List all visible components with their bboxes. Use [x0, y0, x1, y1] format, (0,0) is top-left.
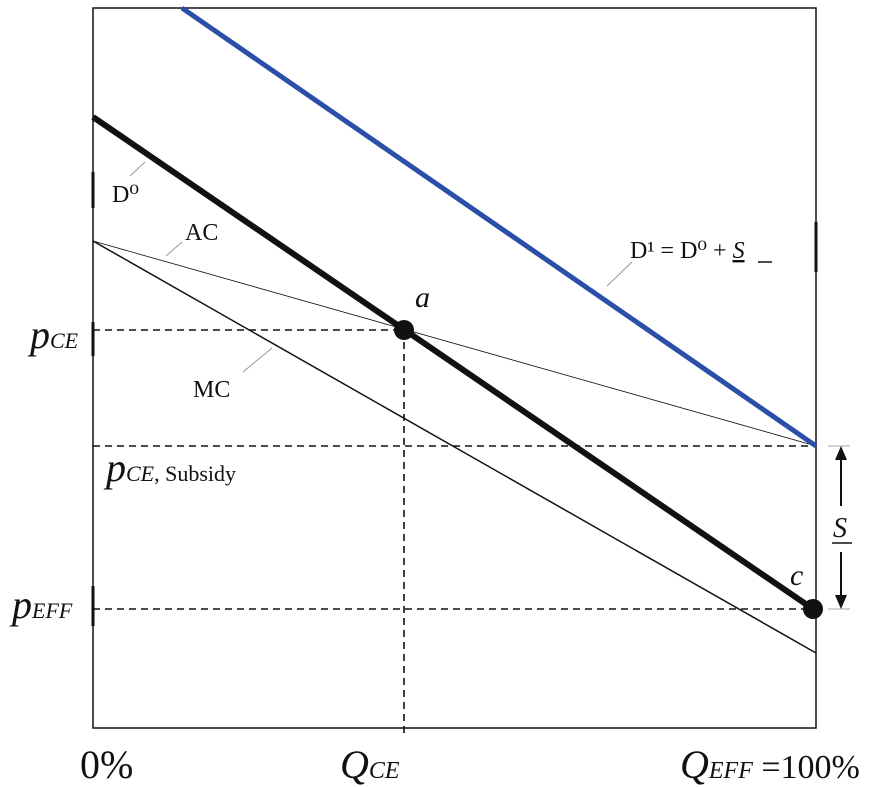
p-eff-label: pEFF	[9, 582, 73, 627]
plot-frame	[92, 7, 817, 729]
ac-leader-line	[165, 241, 183, 257]
x-qce-label: QCE	[340, 742, 400, 787]
ac-label: AC	[185, 220, 218, 246]
point-c-label: c	[790, 559, 803, 592]
mc-leader-line	[242, 347, 273, 373]
d1-label: D¹ = D⁰ + S	[630, 238, 745, 264]
point-a-label: a	[415, 281, 430, 314]
d1-demand-curve	[180, 5, 818, 449]
ac-curve	[92, 240, 817, 447]
point-c-marker	[803, 599, 823, 619]
p-ce-label: pCE	[27, 312, 79, 357]
d0-leader-line	[129, 161, 146, 177]
bracket-down-arrow	[835, 595, 847, 609]
p-ce-subsidy-label: pCE, Subsidy	[103, 445, 236, 490]
d1-leader-line	[606, 261, 633, 287]
d1-subsidy-symbol: S	[733, 238, 745, 264]
x-qeff-label: QEFF =100%	[680, 742, 860, 787]
bracket-up-arrow	[835, 446, 847, 460]
d0-demand-curve	[91, 114, 815, 612]
point-a-marker	[394, 320, 414, 340]
mc-curve	[92, 240, 817, 654]
subsidy-bracket-label: S	[833, 513, 847, 544]
x-zero-label: 0%	[80, 742, 133, 787]
d0-label: D⁰	[112, 182, 139, 208]
mc-label: MC	[193, 377, 230, 403]
